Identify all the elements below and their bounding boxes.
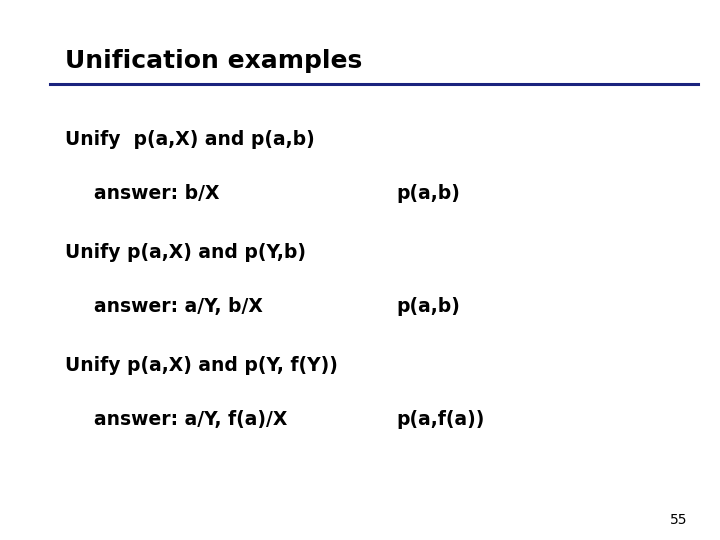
- Text: p(a,b): p(a,b): [396, 184, 460, 202]
- Text: p(a,b): p(a,b): [396, 297, 460, 316]
- Text: answer: b/X: answer: b/X: [94, 184, 219, 202]
- Text: Unify  p(a,X) and p(a,b): Unify p(a,X) and p(a,b): [65, 130, 315, 148]
- Text: Unify p(a,X) and p(Y, f(Y)): Unify p(a,X) and p(Y, f(Y)): [65, 356, 338, 375]
- Text: Unification examples: Unification examples: [65, 49, 362, 72]
- Text: p(a,f(a)): p(a,f(a)): [396, 410, 485, 429]
- Text: answer: a/Y, b/X: answer: a/Y, b/X: [94, 297, 263, 316]
- Text: answer: a/Y, f(a)/X: answer: a/Y, f(a)/X: [94, 410, 287, 429]
- Text: 55: 55: [670, 512, 688, 526]
- Text: Unify p(a,X) and p(Y,b): Unify p(a,X) and p(Y,b): [65, 243, 306, 262]
